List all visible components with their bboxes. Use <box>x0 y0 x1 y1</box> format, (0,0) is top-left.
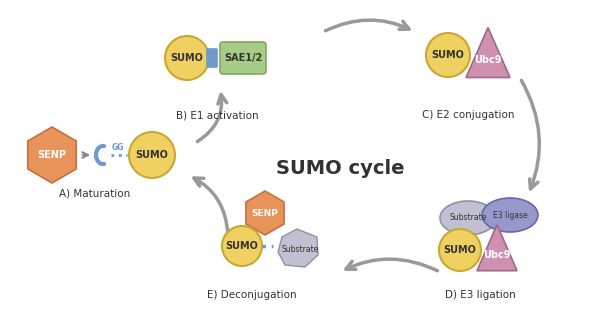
Circle shape <box>165 36 209 80</box>
Text: SENP: SENP <box>38 150 66 160</box>
Polygon shape <box>27 127 76 183</box>
FancyBboxPatch shape <box>220 42 266 74</box>
Text: SUMO: SUMO <box>226 241 259 251</box>
Text: SUMO: SUMO <box>444 245 476 255</box>
Text: SUMO cycle: SUMO cycle <box>276 159 404 178</box>
Polygon shape <box>278 229 318 267</box>
Polygon shape <box>477 225 517 271</box>
Text: SUMO: SUMO <box>432 50 464 60</box>
Polygon shape <box>466 27 510 77</box>
Text: D) E3 ligation: D) E3 ligation <box>445 290 515 300</box>
Circle shape <box>129 132 175 178</box>
Ellipse shape <box>482 198 538 232</box>
Text: SUMO: SUMO <box>171 53 204 63</box>
Circle shape <box>222 226 262 266</box>
Text: A) Maturation: A) Maturation <box>59 188 131 198</box>
Text: C) E2 conjugation: C) E2 conjugation <box>421 110 514 120</box>
FancyBboxPatch shape <box>207 48 217 68</box>
Ellipse shape <box>440 201 496 235</box>
Circle shape <box>439 229 481 271</box>
Text: SAE1/2: SAE1/2 <box>224 53 262 63</box>
Text: Ubc9: Ubc9 <box>474 55 501 65</box>
Text: E3 ligase: E3 ligase <box>493 210 527 220</box>
Text: Substrate: Substrate <box>450 214 487 222</box>
Text: SUMO: SUMO <box>136 150 168 160</box>
Text: Ubc9: Ubc9 <box>483 250 511 260</box>
Text: E) Deconjugation: E) Deconjugation <box>207 290 297 300</box>
Text: B) E1 activation: B) E1 activation <box>176 110 259 120</box>
Text: Substrate: Substrate <box>281 245 319 253</box>
Text: GG: GG <box>112 143 124 153</box>
Circle shape <box>426 33 470 77</box>
Text: SENP: SENP <box>251 209 278 217</box>
Polygon shape <box>246 191 284 235</box>
